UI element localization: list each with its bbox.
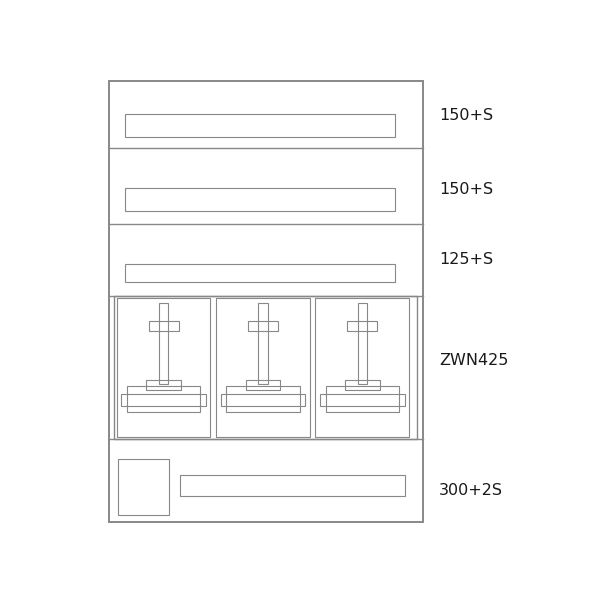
Bar <box>216 298 310 437</box>
Text: 150+S: 150+S <box>439 109 493 124</box>
Bar <box>121 394 206 406</box>
Bar <box>127 386 200 412</box>
Bar <box>248 320 278 331</box>
Bar <box>159 303 168 385</box>
Bar <box>125 187 395 211</box>
Text: 150+S: 150+S <box>439 182 493 197</box>
Bar <box>109 81 423 523</box>
Bar <box>125 113 395 137</box>
Bar <box>245 380 280 389</box>
Bar <box>358 303 367 385</box>
Text: 300+2S: 300+2S <box>439 482 503 497</box>
Bar <box>146 380 181 389</box>
Bar <box>258 303 268 385</box>
Bar <box>320 394 404 406</box>
Bar <box>316 298 409 437</box>
Bar <box>345 380 380 389</box>
Bar <box>221 394 305 406</box>
Bar <box>347 320 377 331</box>
Bar <box>181 475 404 496</box>
Bar <box>226 386 299 412</box>
Text: 125+S: 125+S <box>439 251 493 266</box>
Bar <box>118 459 169 515</box>
Bar <box>115 296 418 439</box>
Bar <box>125 264 395 282</box>
Text: ZWN425: ZWN425 <box>439 353 509 368</box>
Bar <box>116 298 211 437</box>
Bar <box>149 320 179 331</box>
Bar <box>326 386 399 412</box>
